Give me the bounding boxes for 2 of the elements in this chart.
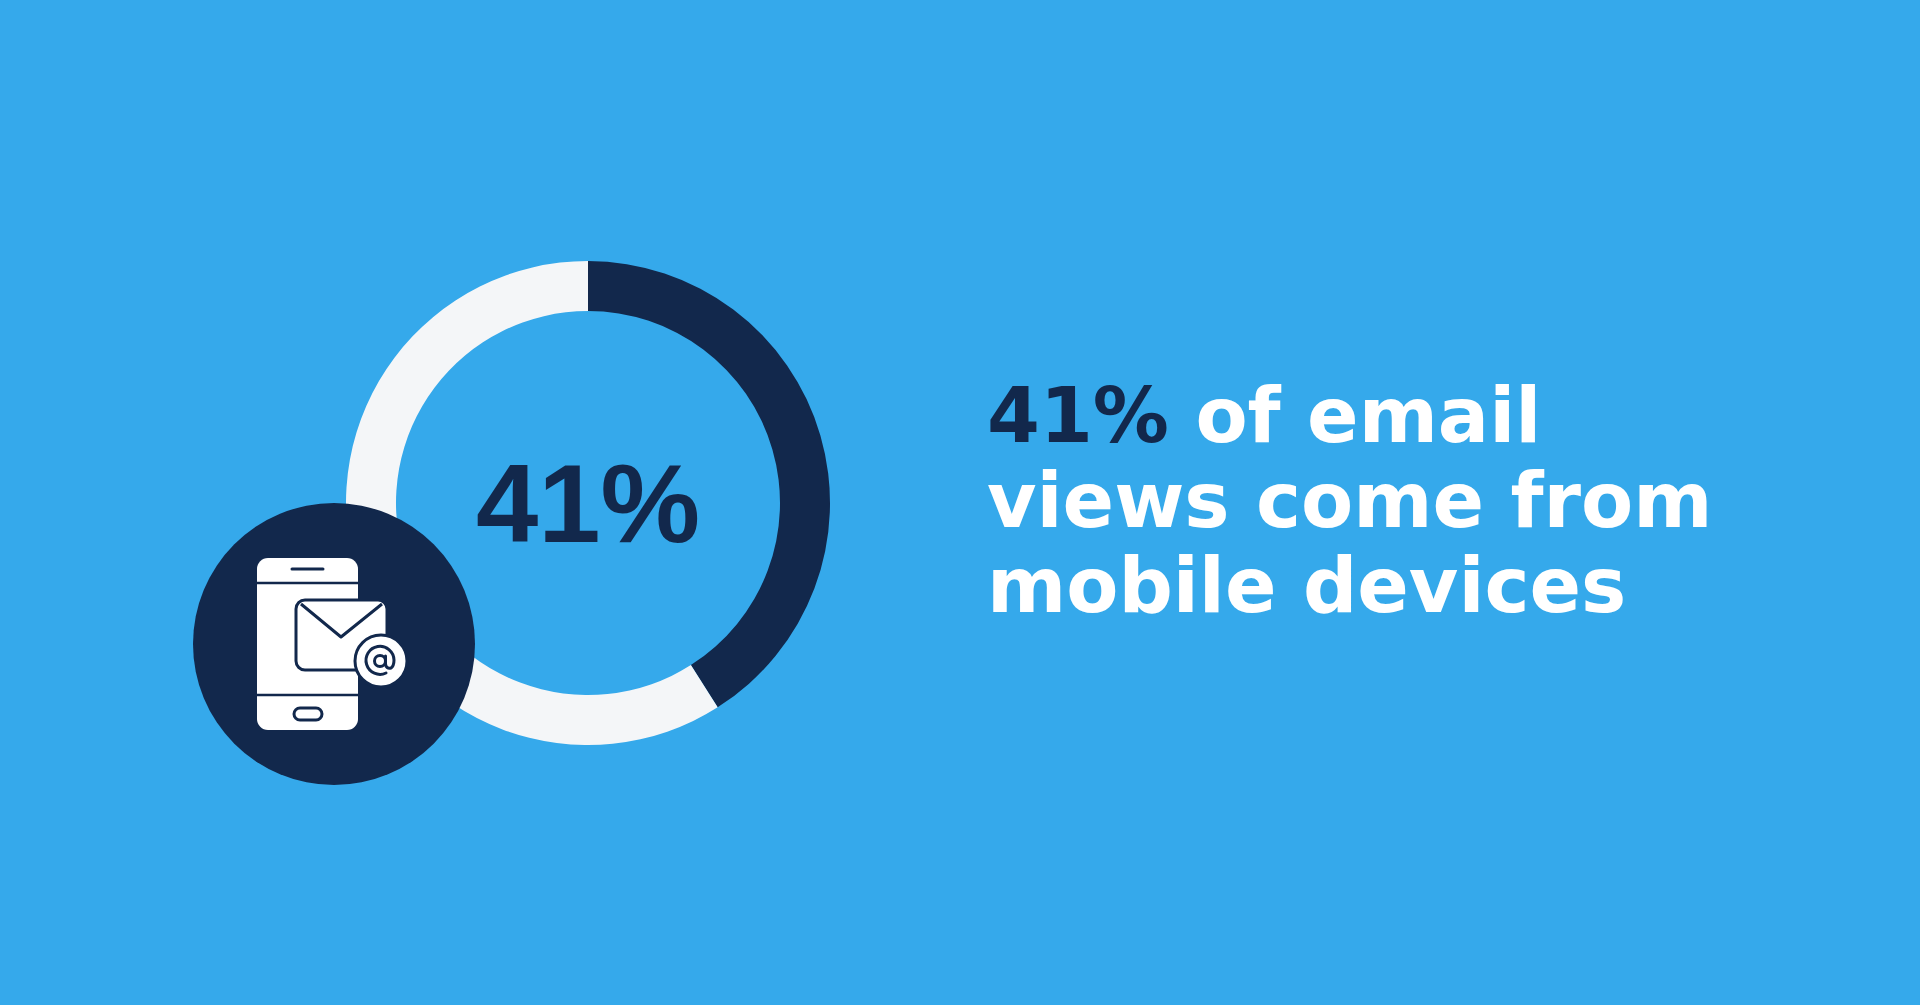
text: 41% of email views come from mobile devices [987,371,1714,630]
data-label: 41% [475,440,701,566]
